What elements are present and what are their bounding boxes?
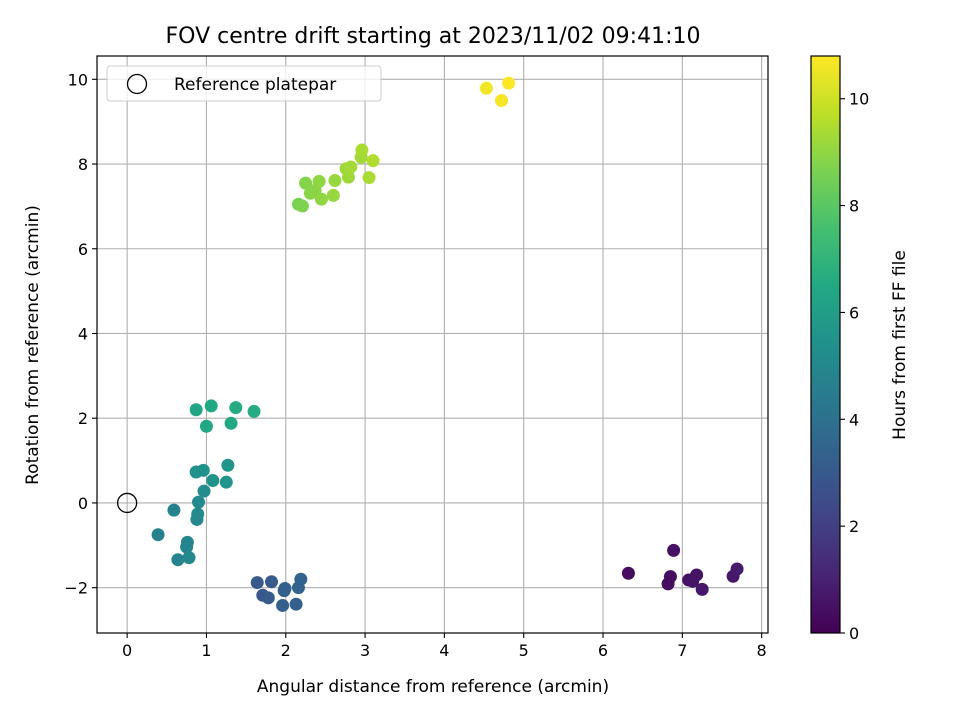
data-point <box>730 562 744 576</box>
data-point <box>199 419 213 433</box>
data-point <box>289 597 303 611</box>
y-tick-label: −2 <box>64 579 88 598</box>
reference-point <box>116 492 138 514</box>
data-point <box>695 582 709 596</box>
colorbar-tick-label: 6 <box>849 303 859 322</box>
y-tick-label: 6 <box>78 240 88 259</box>
colorbar-tick-label: 4 <box>849 410 859 429</box>
data-point <box>295 199 309 213</box>
data-point <box>366 154 380 168</box>
data-point <box>221 458 235 472</box>
y-tick-label: 8 <box>78 155 88 174</box>
legend-label: Reference platepar <box>174 75 336 95</box>
data-point <box>355 143 369 157</box>
data-point <box>312 174 326 188</box>
data-points <box>151 76 744 612</box>
data-point <box>182 551 196 565</box>
data-point <box>621 566 635 580</box>
data-point <box>197 484 211 498</box>
x-tick-label: 2 <box>281 641 291 660</box>
data-point <box>667 543 681 557</box>
data-point <box>278 582 292 596</box>
data-point <box>328 174 342 188</box>
data-point <box>314 192 328 206</box>
data-point <box>191 507 205 521</box>
data-point <box>341 170 355 184</box>
x-tick-label: 1 <box>201 641 211 660</box>
data-point <box>276 598 290 612</box>
data-point <box>362 171 376 185</box>
data-point <box>261 591 275 605</box>
data-point <box>247 404 261 418</box>
y-axis-label: Rotation from reference (arcmin) <box>23 205 43 485</box>
x-axis-label: Angular distance from reference (arcmin) <box>257 677 609 697</box>
data-point <box>344 160 358 174</box>
colorbar-tick-label: 2 <box>849 517 859 536</box>
data-point <box>171 553 185 567</box>
legend-box <box>106 65 382 102</box>
data-point <box>264 575 278 589</box>
data-point <box>326 188 340 202</box>
data-point <box>479 81 493 95</box>
data-point <box>151 528 165 542</box>
data-point <box>663 570 677 584</box>
legend-marker-icon <box>126 73 148 95</box>
y-tick-label: 2 <box>78 409 88 428</box>
legend: Reference platepar <box>106 65 382 102</box>
plot-frame <box>96 55 769 634</box>
colorbar-tick-label: 10 <box>849 90 869 109</box>
reference-marker <box>116 492 138 514</box>
x-axis-ticks: 0 1 2 3 4 5 6 7 8 <box>122 633 767 660</box>
data-point <box>229 401 243 415</box>
data-point <box>189 403 203 417</box>
data-point <box>690 568 704 582</box>
data-point <box>219 475 233 489</box>
x-tick-label: 5 <box>519 641 529 660</box>
y-tick-label: 10 <box>68 70 88 89</box>
data-point <box>224 416 238 430</box>
colorbar-label: Hours from first FF file <box>890 250 910 440</box>
y-axis-ticks: −2 0 2 4 6 8 10 <box>64 70 97 598</box>
data-point <box>250 576 264 590</box>
x-tick-label: 8 <box>757 641 767 660</box>
colorbar-tick-label: 0 <box>849 624 859 643</box>
data-point <box>495 93 509 107</box>
data-point <box>294 572 308 586</box>
x-tick-label: 4 <box>439 641 449 660</box>
data-point <box>206 473 220 487</box>
grid-lines <box>97 56 768 633</box>
data-point <box>204 399 218 413</box>
colorbar: 0 2 4 6 8 10 Hours from first FF file <box>810 55 910 643</box>
x-tick-label: 3 <box>360 641 370 660</box>
data-point <box>180 535 194 549</box>
x-tick-label: 7 <box>677 641 687 660</box>
colorbar-gradient <box>810 55 841 634</box>
y-tick-label: 4 <box>78 324 88 343</box>
colorbar-tick-label: 8 <box>849 197 859 216</box>
x-tick-label: 6 <box>598 641 608 660</box>
data-point <box>192 495 206 509</box>
colorbar-ticks: 0 2 4 6 8 10 <box>840 90 869 643</box>
x-tick-label: 0 <box>122 641 132 660</box>
chart-title: FOV centre drift starting at 2023/11/02 … <box>166 24 701 49</box>
y-tick-label: 0 <box>78 494 88 513</box>
data-point <box>299 176 313 190</box>
data-point <box>502 76 516 90</box>
data-point <box>196 463 210 477</box>
data-point <box>167 503 181 517</box>
